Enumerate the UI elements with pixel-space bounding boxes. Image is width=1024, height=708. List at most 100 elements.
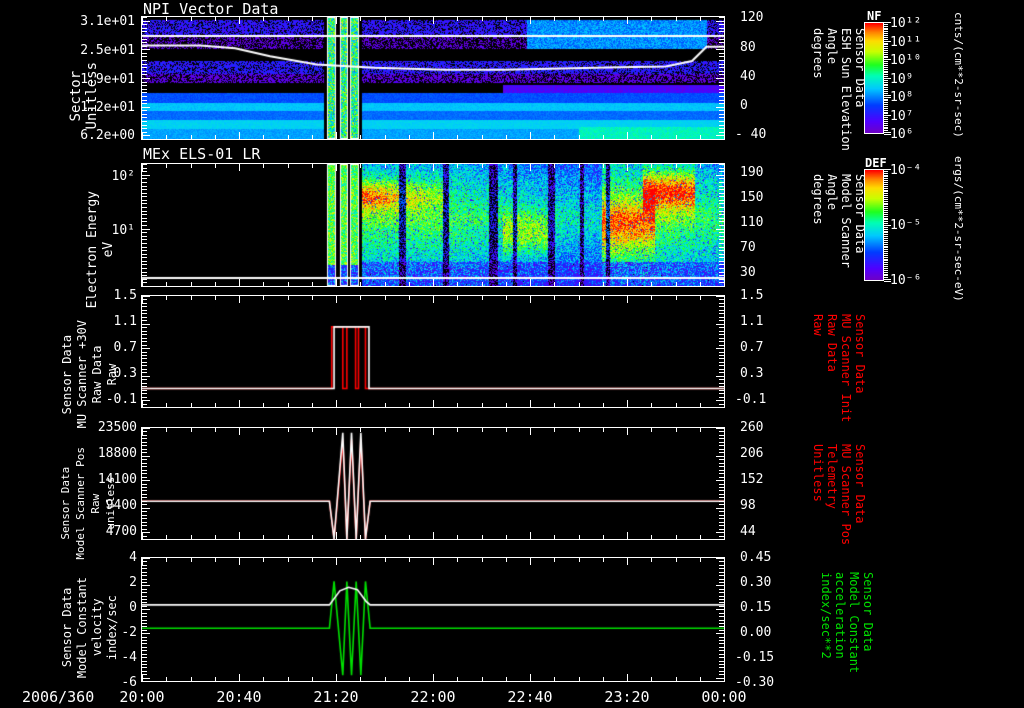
panel2-right-axis-label: Sensor Data Model Scanner Angle degrees: [782, 160, 867, 288]
ticklabel: 110: [740, 215, 764, 230]
ticklabel: 10⁶: [890, 127, 914, 142]
colorbar1: [864, 22, 884, 134]
ticklabel: 0: [129, 600, 137, 615]
panel5-right-ticklabels: 0.45 0.30 0.15 0.00 -0.15 -0.30: [728, 550, 794, 690]
panel4-right-axis-label-text: Sensor Data MU Scanner Pos Telemetry Uni…: [810, 444, 867, 546]
panel4-right-ticklabels: 260 206 152 98 44: [728, 420, 790, 540]
ticklabel: -0.15: [735, 650, 775, 665]
ticklabel: 10⁹: [890, 72, 914, 87]
panel2-right-axis-label-text: Sensor Data Model Scanner Angle degrees: [810, 174, 867, 268]
colorbar1-gradient: [865, 23, 883, 133]
ticklabel: 0.3: [113, 366, 137, 381]
colorbar2-ticklabels: 10⁻⁴ 10⁻⁵ 10⁻⁶: [890, 163, 930, 288]
ticklabel: 10¹: [111, 223, 135, 238]
x-tick-label: 23:20: [604, 688, 650, 706]
panel5-lines: [142, 558, 724, 681]
ticklabel: 190: [740, 165, 764, 180]
ticklabel: 0: [740, 98, 748, 113]
ticklabel: 3.1e+01: [80, 14, 135, 29]
panel2-title: MEx ELS-01 LR: [143, 145, 261, 163]
ticklabel: 1.5: [740, 288, 764, 303]
ticklabel: 1.1: [740, 314, 764, 329]
ticklabel: -0.1: [735, 392, 767, 407]
panel4-left-ticklabels: 23500 18800 14100 9400 4700: [62, 420, 137, 540]
ticklabel: -0.1: [105, 392, 137, 407]
ticklabel: 0.3: [740, 366, 764, 381]
ticklabel: -0.30: [735, 675, 775, 690]
panel3-right-axis-label-text: Sensor Data MU Scanner Init Raw Data Raw: [810, 314, 867, 423]
panel5-plot-area: [141, 557, 725, 682]
colorbar2-name: DEF: [865, 156, 887, 170]
ticklabel: 0.15: [740, 600, 772, 615]
x-tick-label: 20:00: [119, 688, 165, 706]
ticklabel: 9400: [105, 498, 137, 513]
x-tick-label: 22:00: [410, 688, 456, 706]
ticklabel: 1.2e+01: [80, 100, 135, 115]
ticklabel: 10²: [111, 169, 135, 184]
ticklabel: 6.2e+00: [80, 128, 135, 143]
panel4-lines: [142, 428, 724, 539]
ticklabel: 1.1: [113, 314, 137, 329]
panel2-spectrogram: [142, 164, 724, 286]
ticklabel: 70: [740, 240, 756, 255]
panel3-lines: [142, 296, 724, 407]
ticklabel: 18800: [97, 446, 137, 461]
colorbar2-units-text: ergs/(cm**2-sr-sec-eV): [952, 156, 965, 302]
ticklabel: 10⁷: [890, 109, 914, 124]
ticklabel: 152: [740, 472, 764, 487]
panel3-right-axis-label: Sensor Data MU Scanner Init Raw Data Raw: [782, 300, 867, 422]
ticklabel: 2: [129, 575, 137, 590]
colorbar1-units: cnts/(cm**2-sr-sec): [952, 12, 974, 144]
panel5-right-axis-label: Sensor Data Model Constant acceleration …: [790, 558, 875, 678]
colorbar1-ticklabels: 10¹² 10¹¹ 10¹⁰ 10⁹ 10⁸ 10⁷ 10⁶: [890, 16, 930, 142]
ticklabel: 260: [740, 420, 764, 435]
ticklabel: 2.5e+01: [80, 43, 135, 58]
colorbar2-units: ergs/(cm**2-sr-sec-eV): [952, 156, 974, 302]
panel2-left-ticklabels: 10² 10¹: [70, 160, 135, 290]
x-tick-label: 21:20: [313, 688, 359, 706]
x-tick-label: 20:40: [216, 688, 262, 706]
ticklabel: 10⁻⁴: [890, 163, 922, 178]
ticklabel: 1.9e+01: [80, 72, 135, 87]
ticklabel: 98: [740, 498, 756, 513]
colorbar1-name: NF: [867, 9, 882, 23]
panel3-plot-area: [141, 295, 725, 408]
ticklabel: -2: [121, 625, 137, 640]
ticklabel: 0.7: [113, 340, 137, 355]
ticklabel: 10¹²: [890, 16, 922, 31]
panel3-left-ticklabels: 1.5 1.1 0.7 0.3 -0.1: [75, 288, 137, 407]
ticklabel: 4700: [105, 524, 137, 539]
panel1-right-axis-label: Sensor Data ESH Sun Elevation Angle degr…: [782, 14, 867, 151]
ticklabel: 80: [740, 40, 756, 55]
ticklabel: 150: [740, 190, 764, 205]
ticklabel: 23500: [97, 420, 137, 435]
ticklabel: 44: [740, 524, 756, 539]
x-tick-label: 00:00: [701, 688, 747, 706]
x-tick-label: 22:40: [507, 688, 553, 706]
panel4-right-axis-label: Sensor Data MU Scanner Pos Telemetry Uni…: [782, 430, 867, 545]
panel1-spectrogram: [142, 17, 724, 139]
panel2-right-ticklabels: 190 150 110 70 30: [728, 158, 788, 290]
panel1-title: NPI Vector Data: [143, 0, 279, 18]
panel1-plot-area: [141, 16, 725, 140]
ticklabel: 10⁸: [890, 90, 914, 105]
panel4-plot-area: [141, 427, 725, 540]
ticklabel: -6: [121, 675, 137, 690]
ticklabel: 1.5: [113, 288, 137, 303]
panel1-left-ticklabels: 3.1e+01 2.5e+01 1.9e+01 1.2e+01 6.2e+00: [55, 10, 135, 143]
x-axis-date-label: 2006/360: [22, 688, 95, 706]
ticklabel: 0.00: [740, 625, 772, 640]
panel5-right-axis-label-text: Sensor Data Model Constant acceleration …: [818, 572, 875, 674]
panel1-right-axis-label-text: Sensor Data ESH Sun Elevation Angle degr…: [810, 28, 867, 151]
colorbar1-units-text: cnts/(cm**2-sr-sec): [952, 12, 965, 138]
panel1-right-ticklabels: 120 80 40 0 - 40: [728, 10, 788, 142]
x-axis-ticklabels: 20:00 20:40 21:20 22:00 22:40 23:20 00:00: [0, 688, 1024, 708]
ticklabel: 10¹¹: [890, 35, 922, 50]
ticklabel: -4: [121, 650, 137, 665]
panel2-plot-area: [141, 163, 725, 287]
panel5-left-ticklabels: 4 2 0 -2 -4 -6: [85, 550, 137, 690]
ticklabel: 40: [740, 69, 756, 84]
ticklabel: 10⁻⁵: [890, 218, 922, 233]
ticklabel: 30: [740, 265, 756, 280]
